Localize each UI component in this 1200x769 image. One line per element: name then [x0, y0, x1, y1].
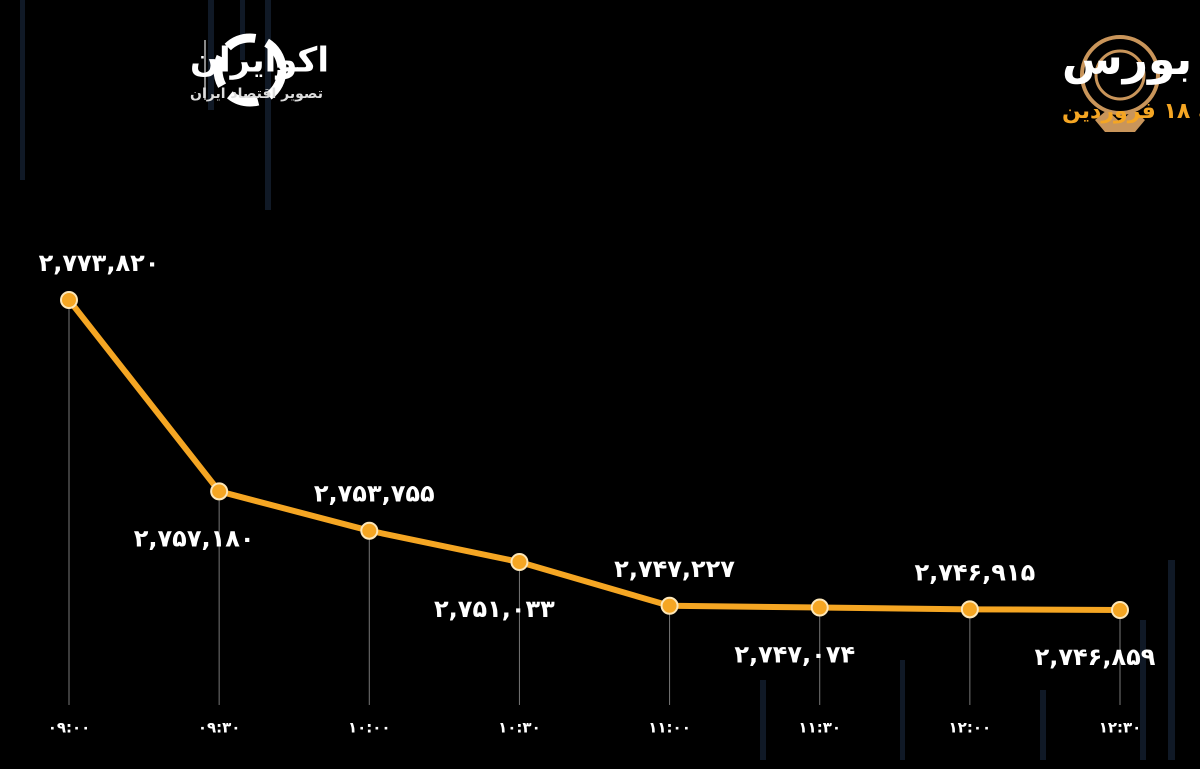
value-label: ۲,۷۵۱,۰۳۳: [434, 595, 555, 623]
point: [1111, 601, 1129, 619]
value-label: ۲,۷۵۷,۱۸۰: [134, 524, 255, 552]
value-label: ۲,۷۵۳,۷۵۵: [314, 480, 435, 508]
brand-name: اکوایران: [190, 41, 329, 81]
brand-logo: [204, 33, 287, 107]
point: [810, 598, 829, 617]
x-tick-label: ۰۹:۳۰: [198, 719, 241, 737]
point: [960, 600, 979, 619]
x-tick-label: ۱۰:۰۰: [348, 719, 391, 737]
value-label: ۲,۷۴۷,۰۷۴: [734, 641, 855, 669]
value-label: ۲,۷۴۶,۸۵۹: [1035, 643, 1156, 671]
brand-tagline: تصویر اقتصاد ایران: [190, 86, 323, 102]
point: [660, 596, 679, 615]
value-label: ۲,۷۴۶,۹۱۵: [914, 558, 1035, 586]
chart-subtitle: دوشنبه ۱۸ فروردین: [1062, 99, 1200, 124]
chart-title: روند شاخص کل بورس: [1062, 34, 1200, 85]
logo: [1080, 35, 1160, 132]
point: [60, 291, 78, 309]
point: [510, 553, 529, 572]
x-tick-label: ۱۰:۳۰: [498, 719, 541, 737]
x-tick-label: ۱۲:۰۰: [949, 719, 992, 737]
value-label: ۲,۷۷۳,۸۲۰: [39, 249, 160, 277]
x-tick-label: ۱۱:۳۰: [798, 719, 841, 737]
point: [360, 521, 379, 540]
point: [210, 482, 229, 501]
series-line: [66, 298, 1121, 613]
x-tick-label: ۱۱:۰۰: [648, 719, 691, 737]
x-tick-label: ۰۹:۰۰: [48, 719, 91, 737]
x-tick-label: ۱۲:۳۰: [1099, 719, 1142, 737]
decoration: [20, 0, 1175, 760]
value-label: ۲,۷۴۷,۲۲۷: [614, 555, 735, 583]
